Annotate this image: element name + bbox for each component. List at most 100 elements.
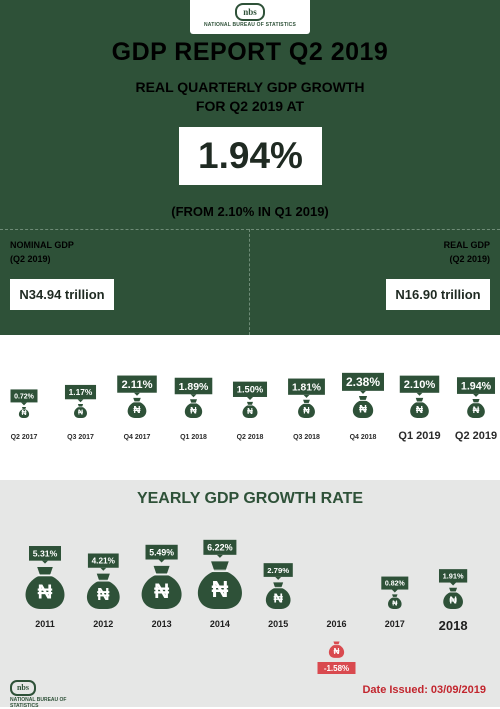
horizontal-divider (0, 229, 500, 230)
naira-icon: ₦ (416, 405, 424, 416)
year-money-bag-knot (273, 582, 284, 588)
quarter-data-label-box (288, 378, 325, 395)
quarter-money-bag (184, 403, 203, 418)
footer-agency-name: NATIONAL BUREAU OF STATISTICS (10, 697, 67, 709)
quarter-tick-label: Q2 2017 (11, 434, 38, 441)
nominal-gdp-label: NOMINAL GDP (10, 240, 74, 250)
quarter-data-label: 1.50% (237, 385, 264, 395)
quarter-money-bag-tie (78, 406, 83, 408)
quarter-money-bag (467, 403, 485, 418)
quarter-data-label-box (174, 377, 213, 395)
quarter-data-label-pointer (134, 392, 140, 396)
year-data-label: -1.58% (324, 664, 349, 673)
year-tick-label: 2017 (385, 619, 405, 629)
year-money-bag-knot (37, 566, 53, 576)
year-money-bag-knot (96, 573, 110, 581)
footer-logo: nbs NATIONAL BUREAU OF STATISTICS (10, 680, 80, 709)
year-data-label: 5.31% (33, 548, 58, 558)
quarter-money-bag-tie (303, 402, 310, 404)
quarter-money-bag (352, 400, 374, 418)
quarter-money-bag (298, 403, 315, 418)
naira-icon: ₦ (392, 598, 398, 607)
real-gdp-period: (Q2 2019) (449, 254, 490, 264)
quarter-money-bag-tie (247, 404, 253, 406)
quarter-money-bag-knot (190, 399, 197, 403)
quarter-money-bag-tie (472, 402, 480, 404)
year-money-bag (388, 597, 402, 609)
quarter-money-bag-knot (303, 399, 310, 404)
quarter-data-label: 1.89% (179, 381, 209, 393)
quarter-data-label-box (456, 377, 496, 394)
logo-agency-name: NATIONAL BUREAU OF STATISTICS (203, 22, 297, 28)
year-data-label: 0.82% (385, 581, 406, 588)
quarter-data-label-pointer (190, 394, 197, 398)
quarter-data-label: 2.11% (121, 379, 152, 391)
year-data-label: 2.79% (267, 566, 289, 575)
quarter-data-label: 1.17% (69, 387, 93, 397)
year-data-label-pointer (391, 589, 398, 593)
quarter-money-bag-knot (247, 401, 253, 405)
year-tick-label: 2018 (439, 618, 468, 633)
quarter-money-bag-knot (133, 397, 141, 402)
year-tick-label: 2011 (35, 619, 55, 629)
quarter-data-label-pointer (21, 402, 27, 406)
year-tick-label: 2012 (93, 619, 113, 629)
year-data-label: 6.22% (207, 543, 233, 553)
year-data-label-pointer (42, 560, 48, 564)
quarter-tick-label: Q3 2018 (293, 434, 320, 441)
year-money-bag-tie (211, 569, 229, 573)
vertical-divider (249, 229, 250, 335)
year-data-label-box (87, 553, 119, 568)
date-issued: Date Issued: 03/09/2019 (362, 684, 486, 696)
year-data-label-pointer (158, 559, 165, 563)
naira-icon: ₦ (211, 576, 228, 602)
naira-icon: ₦ (247, 407, 253, 416)
year-data-label-box (203, 539, 237, 555)
quarter-money-bag-knot (358, 396, 368, 401)
quarter-money-bag (74, 407, 87, 418)
quarter-data-label-pointer (416, 392, 423, 396)
quarter-tick-label: Q2 2019 (455, 430, 497, 442)
year-money-bag-knot (392, 594, 398, 598)
year-data-label-box (317, 662, 356, 674)
previous-growth-note: (FROM 2.10% IN Q1 2019) (171, 204, 329, 219)
quarter-data-label-box (10, 389, 38, 403)
quarter-data-label-pointer (247, 396, 253, 400)
nominal-gdp-value: N34.94 trillion (10, 279, 114, 310)
subtitle: REAL QUARTERLY GDP GROWTH FOR Q2 2019 AT (0, 78, 500, 116)
quarter-money-bag-tie (190, 402, 197, 404)
quarter-data-label: 1.94% (461, 380, 492, 392)
naira-icon: ₦ (133, 405, 141, 416)
year-tick-label: 2013 (152, 619, 172, 629)
quarter-money-bag-tie (415, 401, 424, 403)
year-money-bag-knot (153, 565, 170, 575)
year-data-label-box (438, 569, 468, 583)
yearly-chart-title: YEARLY GDP GROWTH RATE (136, 490, 364, 507)
year-tick-label: 2016 (326, 619, 346, 629)
quarter-money-bag-knot (77, 404, 84, 407)
quarter-money-bag-knot (415, 397, 424, 402)
year-money-bag-knot (333, 641, 340, 645)
quarter-data-label-box (64, 384, 97, 400)
nbs-logo: nbs NATIONAL BUREAU OF STATISTICS (190, 0, 310, 34)
quarter-data-label: 2.10% (404, 379, 436, 391)
year-data-label-box (29, 546, 61, 561)
quarter-data-label-pointer (77, 399, 84, 403)
naira-icon: ₦ (38, 580, 53, 603)
year-tick-label: 2014 (210, 619, 230, 629)
year-money-bag-tie (37, 574, 53, 577)
year-money-bag-tie (273, 586, 283, 589)
quarter-data-label-box (117, 375, 157, 393)
naira-icon: ₦ (97, 584, 110, 604)
year-data-label-pointer (450, 582, 457, 586)
quarter-data-label: 2.38% (346, 375, 380, 389)
quarter-money-bag (242, 405, 258, 418)
nominal-gdp-period: (Q2 2019) (10, 254, 51, 264)
year-data-label-box (145, 544, 178, 560)
year-data-label-box (263, 563, 293, 577)
quarter-tick-label: Q4 2018 (350, 434, 377, 441)
real-gdp-value: N16.90 trillion (386, 279, 490, 310)
naira-icon: ₦ (334, 647, 340, 656)
naira-icon: ₦ (359, 403, 367, 415)
